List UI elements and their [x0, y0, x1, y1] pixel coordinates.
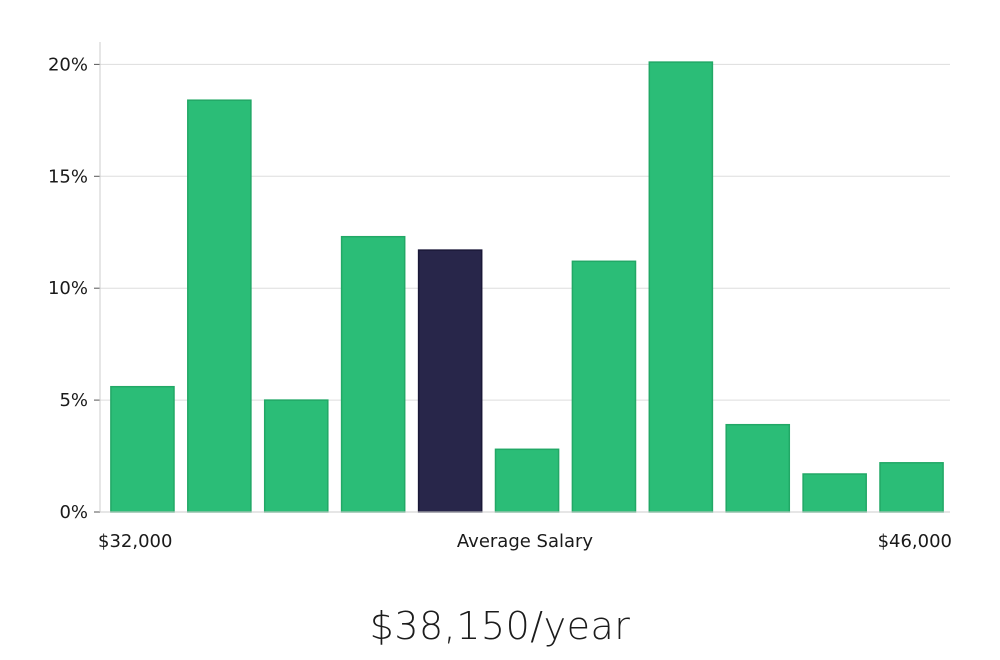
- x-axis-title: Average Salary: [457, 531, 594, 552]
- bar: [187, 99, 252, 513]
- bar: [340, 235, 406, 513]
- bar: [571, 260, 637, 513]
- y-tick-label: 15%: [48, 166, 88, 187]
- y-tick-label: 5%: [59, 390, 88, 411]
- bar: [263, 399, 329, 513]
- bar: [802, 473, 867, 513]
- bar: [110, 385, 175, 513]
- x-axis-min-label: $32,000: [98, 531, 172, 552]
- y-tick-label: 20%: [48, 54, 88, 75]
- bar: [725, 423, 791, 513]
- bar-highlight-average: [417, 249, 483, 513]
- y-tick-label: 0%: [59, 502, 88, 523]
- salary-histogram-chart: 0% 5% 10% 15% 20% $32,000 Average Salary $46…: [48, 42, 952, 552]
- average-salary-caption: $38,150/year: [369, 604, 631, 648]
- bar: [879, 462, 944, 513]
- bar: [494, 448, 560, 513]
- bar: [648, 61, 714, 513]
- bars: [110, 61, 944, 513]
- axes: 0% 5% 10% 15% 20%: [48, 42, 950, 523]
- y-tick-label: 10%: [48, 278, 88, 299]
- x-axis-max-label: $46,000: [878, 531, 952, 552]
